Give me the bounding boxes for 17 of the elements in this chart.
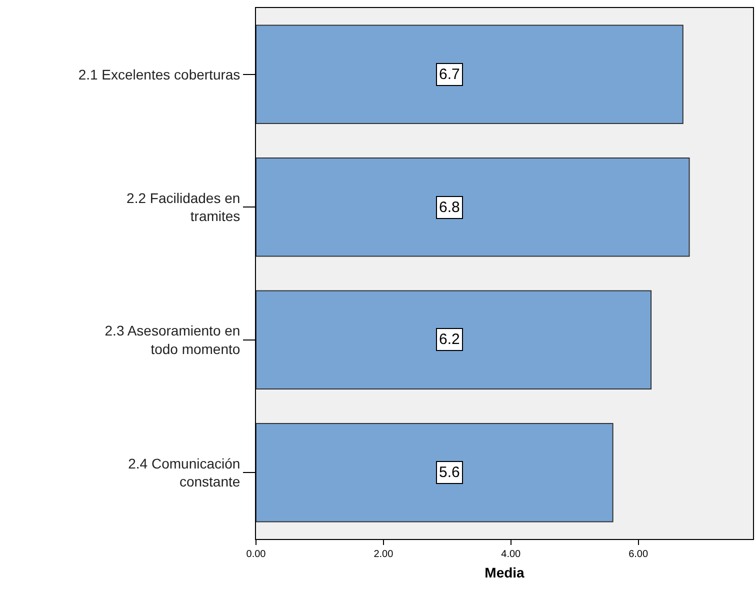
bar (256, 24, 684, 124)
x-tick-label: 2.00 (374, 549, 394, 560)
x-tick-label: 4.00 (501, 549, 522, 560)
x-tick-label: 0.00 (246, 549, 266, 560)
bar (256, 423, 614, 522)
bar (256, 158, 690, 257)
bar (256, 290, 652, 390)
x-tick-label: 6.00 (628, 549, 648, 560)
y-tick-label: 2.4 Comunicación constante (128, 455, 240, 490)
data-label: 6.7 (439, 66, 460, 83)
y-tick-label: 2.3 Asesoramiento en todo momento (104, 322, 240, 357)
data-label: 6.2 (439, 331, 460, 348)
x-axis-title: Media (484, 564, 525, 580)
y-tick-label: 2.1 Excelentes coberturas (78, 66, 240, 82)
data-label: 6.8 (439, 199, 460, 216)
y-tick-label: 2.2 Facilidades en tramites (126, 190, 240, 224)
data-label: 5.6 (439, 464, 460, 481)
